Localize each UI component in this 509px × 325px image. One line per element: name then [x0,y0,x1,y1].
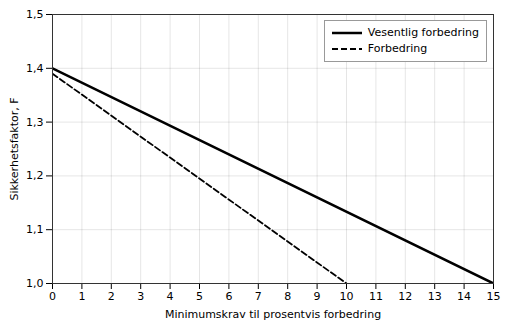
svg-text:0: 0 [49,290,56,303]
svg-text:Minimumskrav til prosentvis fo: Minimumskrav til prosentvis forbedring [165,308,381,321]
svg-text:Sikkerhetsfaktor, F: Sikkerhetsfaktor, F [8,97,21,200]
svg-text:2: 2 [108,290,115,303]
svg-text:1: 1 [78,290,85,303]
svg-text:9: 9 [314,290,321,303]
svg-text:4: 4 [167,290,174,303]
html-text:Forbedring: Forbedring [367,42,428,55]
svg-text:12: 12 [398,290,412,303]
svg-text:1,4: 1,4 [26,62,44,75]
svg-text:5: 5 [196,290,203,303]
svg-text:13: 13 [428,290,442,303]
svg-text:14: 14 [457,290,471,303]
svg-text:11: 11 [369,290,383,303]
svg-text:1,1: 1,1 [26,223,44,236]
svg-text:15: 15 [487,290,501,303]
svg-text:1,3: 1,3 [26,116,44,129]
svg-text:1,5: 1,5 [26,8,44,21]
html-text:Vesentlig forbedring: Vesentlig forbedring [367,26,479,39]
svg-text:6: 6 [225,290,232,303]
svg-text:1,0: 1,0 [26,277,44,290]
svg-text:8: 8 [284,290,291,303]
svg-text:7: 7 [255,290,262,303]
svg-text:1,2: 1,2 [26,169,44,182]
svg-text:3: 3 [137,290,144,303]
svg-text:10: 10 [340,290,354,303]
